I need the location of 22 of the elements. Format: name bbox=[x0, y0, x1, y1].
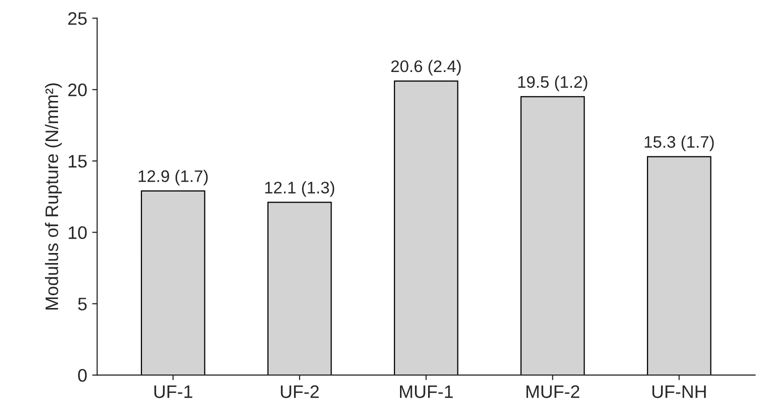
x-tick-label: UF-1 bbox=[154, 385, 192, 398]
data-label: 12.9 (1.7) bbox=[138, 170, 208, 186]
bar bbox=[646, 156, 712, 376]
x-tick-label: UF-2 bbox=[280, 385, 319, 398]
x-tick-label: UF-NH bbox=[652, 385, 706, 398]
data-label: 20.6 (2.4) bbox=[391, 60, 461, 76]
y-tick-label: 15 bbox=[68, 155, 87, 168]
bar bbox=[394, 80, 458, 376]
data-label: 19.5 (1.2) bbox=[518, 76, 588, 92]
x-tick-label: MUF-2 bbox=[526, 385, 580, 398]
x-tick-label: MUF-1 bbox=[400, 385, 453, 398]
y-tick-label: 20 bbox=[68, 84, 87, 96]
y-tick-label: 10 bbox=[68, 226, 87, 240]
data-label: 15.3 (1.7) bbox=[644, 136, 714, 152]
y-tick-label: 25 bbox=[68, 12, 87, 25]
y-tick-label: 5 bbox=[78, 298, 87, 310]
bar bbox=[140, 190, 206, 376]
bar bbox=[520, 96, 585, 376]
y-tick-label: 0 bbox=[78, 369, 87, 382]
bar bbox=[267, 202, 332, 376]
y-axis-title: Modulus of Rupture (N/mm²) bbox=[44, 83, 62, 310]
data-label: 12.1 (1.3) bbox=[265, 181, 334, 197]
